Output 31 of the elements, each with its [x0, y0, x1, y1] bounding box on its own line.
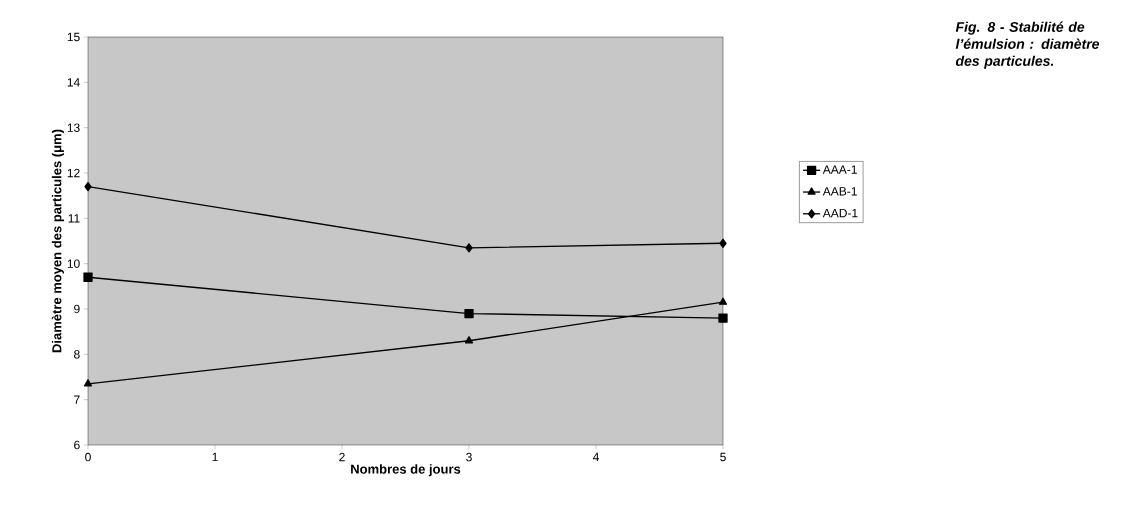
point [465, 243, 473, 253]
point [84, 181, 92, 192]
legend-label: AAD-1 [822, 208, 858, 218]
y-tick-label: 6 [74, 440, 80, 450]
point [464, 308, 474, 319]
x-tick-label: 3 [466, 452, 472, 462]
point [718, 313, 728, 323]
y-tick-label: 11 [68, 214, 80, 223]
legend-label: AAA-1 [822, 165, 857, 174]
point [718, 297, 728, 305]
y-tick-label: 12 [67, 168, 80, 178]
y-axis-title: Diamètre moyen des particules (μm) [51, 129, 64, 353]
x-tick-label: 4 [592, 452, 599, 462]
x-tick-label: 1 [212, 452, 218, 462]
y-tick-label: 9 [74, 304, 80, 314]
x-tick-label: 5 [720, 452, 726, 462]
y-tick-label: 13 [67, 123, 80, 132]
legend-label: AAB-1 [822, 187, 857, 196]
point [83, 379, 93, 387]
y-tick-label: 15 [67, 32, 80, 42]
y-tick-label: 14 [67, 78, 80, 87]
x-tick-label: 0 [85, 452, 91, 462]
y-tick-label: 10 [67, 259, 80, 268]
point [83, 272, 93, 282]
point [464, 336, 474, 344]
x-axis-title: Nombres de jours [351, 464, 461, 477]
y-tick-label: 7 [74, 395, 80, 404]
x-tick-label: 2 [339, 452, 345, 462]
point [719, 238, 727, 248]
text: Fig. 8 - Stabilité de l’émulsion : diamètre des particules. [955, 21, 1100, 69]
y-tick-label: 8 [74, 350, 80, 359]
